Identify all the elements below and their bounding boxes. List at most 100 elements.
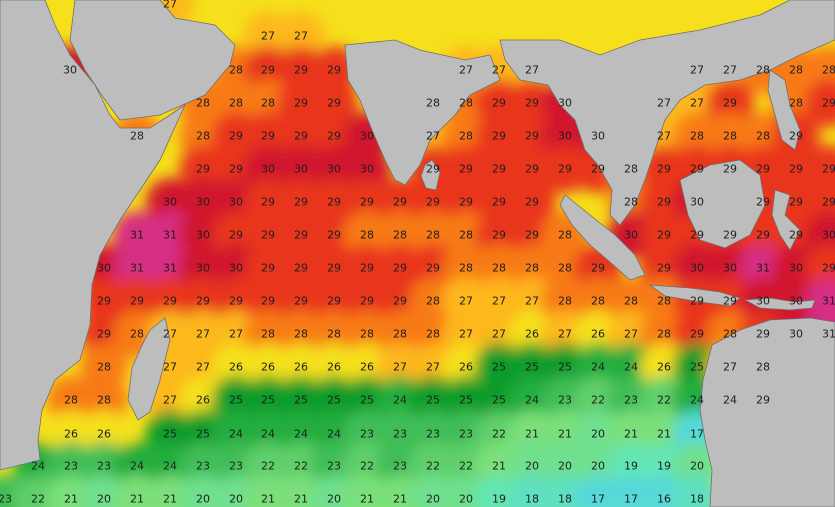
sst-cell <box>475 310 523 358</box>
landmass-sumatra <box>559 194 646 281</box>
sst-cell <box>442 277 490 325</box>
sst-cell <box>146 442 194 490</box>
sst-cell <box>640 211 688 259</box>
sst-cell <box>409 376 457 424</box>
sst-cell <box>508 277 556 325</box>
sst-cell <box>310 79 358 127</box>
sst-cell <box>310 244 358 292</box>
sst-cell <box>574 442 622 490</box>
landmass-madagascar <box>127 317 171 421</box>
sst-cell <box>146 277 194 325</box>
sst-cell <box>179 376 227 424</box>
sst-cell <box>376 211 424 259</box>
sst-cell <box>442 310 490 358</box>
sst-cell <box>179 178 227 226</box>
sst-cell <box>508 442 556 490</box>
sst-cell <box>113 211 161 259</box>
sst-cell <box>277 343 325 391</box>
sst-cell <box>409 277 457 325</box>
sst-cell <box>113 442 161 490</box>
landmass-borneo <box>679 159 766 249</box>
sst-cell <box>179 442 227 490</box>
sst-cell <box>772 277 820 325</box>
landmass-philippines <box>767 69 801 151</box>
sst-cell <box>475 442 523 490</box>
sst-cell <box>277 46 325 94</box>
sst-cell <box>179 310 227 358</box>
sst-cell <box>179 343 227 391</box>
sst-cell <box>409 244 457 292</box>
sst-cell <box>179 244 227 292</box>
sst-cell <box>673 310 721 358</box>
sst-cell <box>706 112 754 160</box>
sst-cell <box>607 277 655 325</box>
sst-cell <box>376 178 424 226</box>
sst-cell <box>640 310 688 358</box>
sst-cell <box>409 178 457 226</box>
sst-cell <box>343 442 391 490</box>
sst-cell <box>277 12 325 60</box>
sst-cell <box>244 112 292 160</box>
sst-cell <box>244 277 292 325</box>
sst-cell <box>508 244 556 292</box>
sst-cell <box>541 376 589 424</box>
sst-cell <box>277 145 325 193</box>
sst-cell <box>607 310 655 358</box>
sst-cell <box>508 145 556 193</box>
sst-cell <box>640 178 688 226</box>
sst-cell <box>574 343 622 391</box>
landmass-southeast-asia <box>499 0 835 226</box>
sst-cell <box>310 343 358 391</box>
sst-cell <box>80 442 128 490</box>
sst-cell <box>442 145 490 193</box>
sst-cell <box>244 12 292 60</box>
landmass-sulawesi <box>771 189 801 251</box>
sst-cell <box>343 277 391 325</box>
sst-cell <box>442 376 490 424</box>
sst-cell <box>310 211 358 259</box>
sst-cell <box>409 310 457 358</box>
sst-cell <box>277 376 325 424</box>
sst-cell <box>244 46 292 94</box>
sst-cell <box>409 343 457 391</box>
sst-cell <box>376 310 424 358</box>
sst-cell <box>244 442 292 490</box>
sst-cell <box>673 244 721 292</box>
sst-cell <box>640 343 688 391</box>
sst-cell <box>343 310 391 358</box>
sst-cell <box>508 211 556 259</box>
sst-cell <box>541 244 589 292</box>
sst-cell <box>673 475 721 507</box>
sst-cell <box>508 376 556 424</box>
sst-cell <box>146 211 194 259</box>
sst-cell <box>179 277 227 325</box>
sst-cell <box>146 178 194 226</box>
sst-cell <box>343 145 391 193</box>
sst-cell <box>508 310 556 358</box>
sst-cell <box>376 244 424 292</box>
landmass-java <box>648 284 741 307</box>
sst-cell <box>508 343 556 391</box>
sst-cell <box>244 310 292 358</box>
sst-cell <box>640 442 688 490</box>
sst-cell <box>541 310 589 358</box>
sst-cell <box>179 145 227 193</box>
sst-cell <box>409 211 457 259</box>
landmass-australia <box>699 317 835 507</box>
sst-cell <box>310 277 358 325</box>
sst-cell <box>277 112 325 160</box>
sst-cell <box>541 343 589 391</box>
sst-cell <box>376 376 424 424</box>
sst-cell <box>508 178 556 226</box>
landmass-lesser-sunda <box>743 297 816 311</box>
sst-cell <box>47 442 95 490</box>
sst-cell <box>409 442 457 490</box>
sst-cell <box>80 310 128 358</box>
sst-cell <box>475 211 523 259</box>
sst-cell <box>113 244 161 292</box>
sst-cell <box>244 211 292 259</box>
sst-cell <box>277 310 325 358</box>
sst-cell <box>277 79 325 127</box>
